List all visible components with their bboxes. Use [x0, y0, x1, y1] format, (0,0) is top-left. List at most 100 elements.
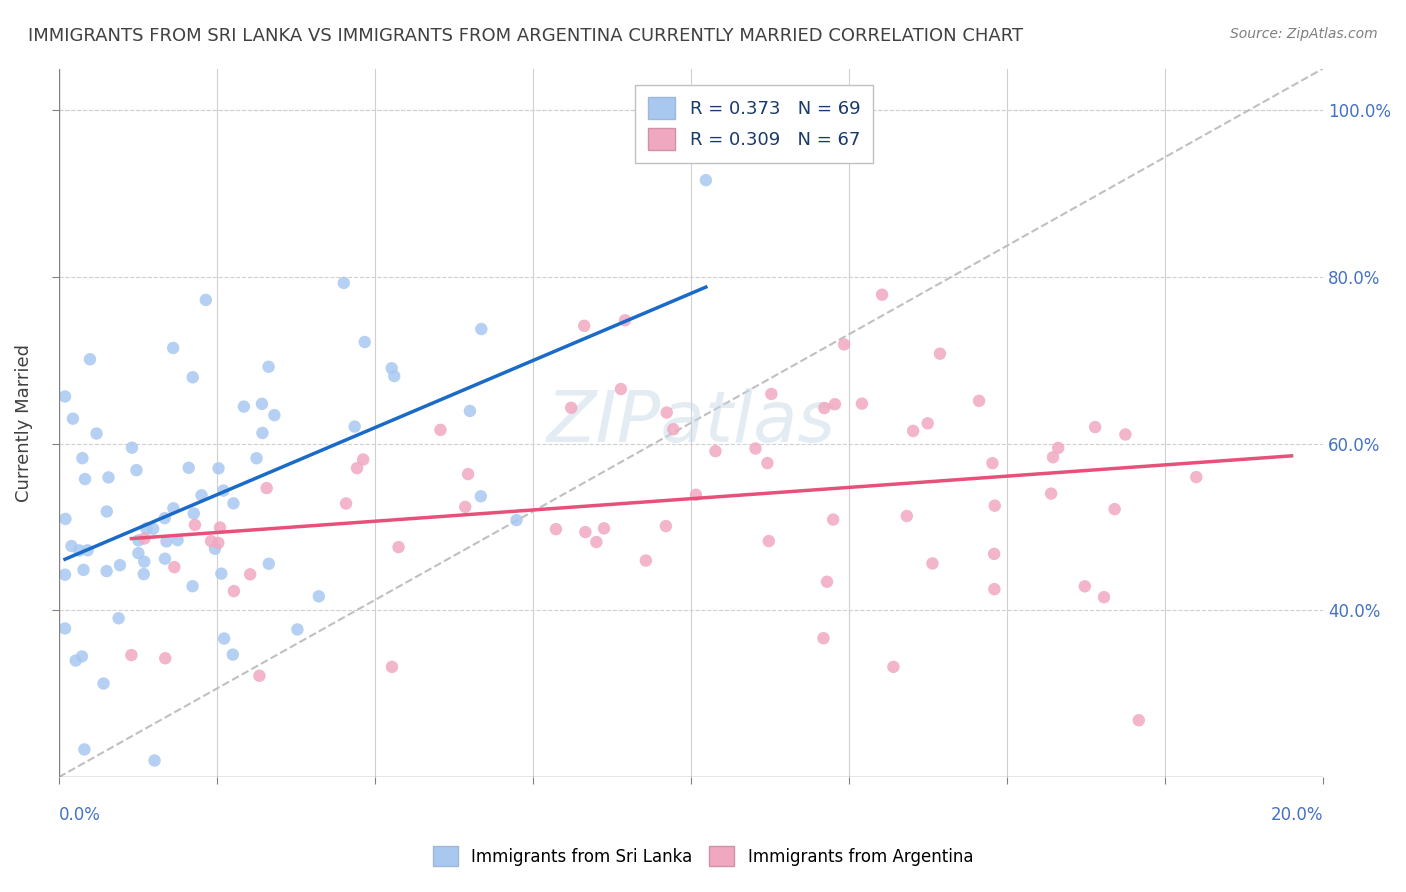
Point	[655, 405, 678, 419]
Point	[813, 401, 835, 415]
Point	[381, 361, 404, 376]
Point	[86, 426, 108, 441]
Point	[232, 400, 254, 414]
Point	[79, 352, 101, 367]
Point	[263, 408, 285, 422]
Point	[470, 322, 492, 336]
Point	[257, 557, 280, 571]
Point	[470, 489, 492, 503]
Point	[429, 423, 451, 437]
Point	[222, 648, 245, 662]
Text: 0.0%: 0.0%	[59, 806, 101, 824]
Point	[155, 534, 177, 549]
Point	[917, 417, 939, 431]
Point	[256, 481, 278, 495]
Point	[813, 631, 835, 645]
Point	[108, 558, 131, 573]
Point	[574, 524, 596, 539]
Point	[153, 551, 176, 566]
Point	[704, 444, 727, 458]
Point	[72, 563, 94, 577]
Point	[921, 557, 943, 571]
Point	[593, 521, 616, 535]
Point	[308, 590, 330, 604]
Point	[257, 359, 280, 374]
Point	[758, 534, 780, 549]
Point	[896, 508, 918, 523]
Text: 20.0%: 20.0%	[1271, 806, 1323, 824]
Point	[1074, 579, 1097, 593]
Point	[695, 173, 717, 187]
Y-axis label: Currently Married: Currently Married	[15, 343, 32, 502]
Point	[1084, 420, 1107, 434]
Point	[181, 579, 204, 593]
Point	[560, 401, 582, 415]
Point	[287, 623, 309, 637]
Point	[212, 483, 235, 498]
Point	[120, 648, 142, 662]
Legend: R = 0.373   N = 69, R = 0.309   N = 67: R = 0.373 N = 69, R = 0.309 N = 67	[636, 85, 873, 163]
Point	[134, 532, 156, 546]
Point	[162, 501, 184, 516]
Point	[614, 313, 637, 327]
Point	[107, 611, 129, 625]
Point	[73, 742, 96, 756]
Point	[222, 496, 245, 510]
Point	[53, 622, 76, 636]
Point	[685, 488, 707, 502]
Point	[1128, 713, 1150, 727]
Point	[458, 404, 481, 418]
Point	[155, 651, 177, 665]
Point	[183, 507, 205, 521]
Point	[194, 293, 217, 307]
Point	[967, 393, 990, 408]
Point	[252, 425, 274, 440]
Point	[655, 519, 678, 533]
Point	[212, 632, 235, 646]
Point	[983, 547, 1005, 561]
Point	[207, 536, 229, 550]
Point	[96, 504, 118, 518]
Point	[132, 567, 155, 582]
Point	[815, 574, 838, 589]
Point	[181, 370, 204, 384]
Point	[983, 582, 1005, 596]
Point	[832, 337, 855, 351]
Point	[610, 382, 633, 396]
Point	[1047, 441, 1070, 455]
Point	[1104, 502, 1126, 516]
Point	[204, 541, 226, 556]
Point	[121, 441, 143, 455]
Point	[55, 512, 77, 526]
Point	[65, 654, 87, 668]
Text: Source: ZipAtlas.com: Source: ZipAtlas.com	[1230, 27, 1378, 41]
Point	[60, 539, 83, 553]
Point	[662, 422, 685, 436]
Point	[984, 499, 1007, 513]
Point	[1040, 486, 1063, 500]
Point	[761, 387, 783, 401]
Point	[177, 460, 200, 475]
Point	[882, 660, 904, 674]
Point	[125, 463, 148, 477]
Point	[1042, 450, 1064, 465]
Point	[208, 520, 231, 534]
Point	[53, 567, 76, 582]
Point	[62, 411, 84, 425]
Point	[335, 496, 357, 510]
Point	[166, 533, 188, 548]
Point	[249, 669, 271, 683]
Point	[96, 564, 118, 578]
Point	[929, 346, 952, 360]
Point	[93, 676, 115, 690]
Point	[1185, 470, 1208, 484]
Point	[190, 488, 212, 502]
Point	[756, 456, 779, 470]
Point	[128, 533, 150, 548]
Point	[72, 451, 94, 466]
Point	[454, 500, 477, 514]
Point	[67, 543, 90, 558]
Point	[851, 396, 873, 410]
Point	[73, 472, 96, 486]
Point	[143, 754, 166, 768]
